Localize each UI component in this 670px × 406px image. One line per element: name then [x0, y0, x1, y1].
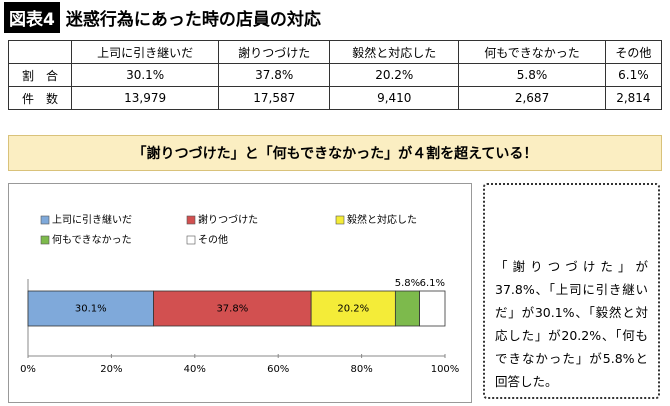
- column-header: その他: [604, 40, 663, 64]
- cell: 2,814: [604, 86, 663, 110]
- column-header: 上司に引き継いだ: [70, 40, 220, 64]
- cell: 6.1%: [604, 63, 663, 87]
- x-tick-label: 80%: [350, 364, 372, 375]
- cell: 37.8%: [218, 63, 331, 87]
- bar-segment: [394, 290, 420, 327]
- legend-swatch: [186, 215, 196, 225]
- column-header: 何もできなかった: [458, 40, 606, 64]
- legend-label: その他: [198, 233, 228, 246]
- chart-box: 上司に引き継いだ 謝りつづけた 毅然と対応した何もできなかった その他 0% 20% 40%…: [8, 183, 472, 403]
- data-table: 上司に引き継いだ 謝りつづけた 毅然と対応した 何もできなかった その他 割 合…: [8, 40, 663, 110]
- legend-label: 上司に引き継いだ: [52, 213, 132, 226]
- row: 件 数 13,979 17,587 9,410 2,687 2,814: [8, 86, 663, 110]
- cell: 5.8%: [458, 63, 606, 87]
- x-tick-label: 0%: [20, 364, 36, 375]
- data-label: 6.1%: [420, 278, 445, 289]
- legend-swatch: [40, 235, 50, 245]
- legend-label: 何もできなかった: [52, 233, 132, 246]
- row-header: 件 数: [8, 86, 72, 110]
- corner-cell: [8, 40, 72, 64]
- legend-swatch: [186, 235, 196, 245]
- header: 図表4 迷惑行為にあった時の店員の対応: [4, 1, 321, 33]
- data-label: 30.1%: [75, 304, 107, 315]
- cell: 30.1%: [70, 63, 220, 87]
- legend-label: 毅然と対応した: [347, 213, 417, 226]
- x-tick-label: 20%: [100, 364, 122, 375]
- cell: 20.2%: [329, 63, 460, 87]
- x-tick-label: 40%: [184, 364, 206, 375]
- cell: 17,587: [218, 86, 331, 110]
- title: 迷惑行為にあった時の店員の対応: [65, 9, 321, 30]
- cell: 13,979: [70, 86, 220, 110]
- bar-segment: [419, 290, 446, 327]
- note: 「謝りつづけた」が37.8%、「上司に引き継いだ」が30.1%、「毅然と対応した…: [483, 183, 660, 399]
- legend-swatch: [335, 215, 345, 225]
- bar-segment: [153, 290, 312, 327]
- legend-label: 謝りつづけた: [198, 213, 258, 226]
- legend-swatch: [40, 215, 50, 225]
- data-label: 20.2%: [337, 304, 369, 315]
- header-row: 上司に引き継いだ 謝りつづけた 毅然と対応した 何もできなかった その他: [8, 40, 663, 64]
- bar-segment: [27, 290, 154, 327]
- data-label: 37.8%: [216, 304, 248, 315]
- callout: 「謝りつづけた」と「何もできなかった」が４割を超えている！: [8, 135, 662, 171]
- x-tick-label: 100%: [431, 364, 460, 375]
- row-header: 割 合: [8, 63, 72, 87]
- x-tick-label: 60%: [267, 364, 289, 375]
- data-label: 5.8%: [395, 278, 420, 289]
- cell: 9,410: [329, 86, 460, 110]
- cell: 2,687: [458, 86, 606, 110]
- figure-label: 図表4: [4, 1, 60, 33]
- column-header: 毅然と対応した: [329, 40, 460, 64]
- row: 割 合 30.1% 37.8% 20.2% 5.8% 6.1%: [8, 63, 663, 87]
- column-header: 謝りつづけた: [218, 40, 331, 64]
